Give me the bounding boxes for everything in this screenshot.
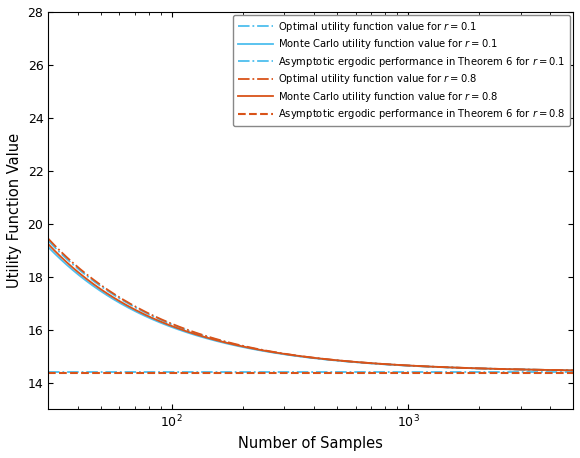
Monte Carlo utility function value for $r = 0.8$ bbox=[570, 368, 577, 373]
Optimal utility function value for $r = 0.8$ bbox=[395, 362, 402, 368]
Optimal utility function value for $r = 0.8$ bbox=[440, 365, 447, 370]
Optimal utility function value for $r = 0.1$ bbox=[45, 238, 52, 243]
Legend: Optimal utility function value for $r = 0.1$, Monte Carlo utility function value: Optimal utility function value for $r = … bbox=[233, 15, 570, 126]
Line: Monte Carlo utility function value for $r = 0.1$: Monte Carlo utility function value for $… bbox=[48, 247, 573, 371]
Monte Carlo utility function value for $r = 0.1$ bbox=[440, 365, 447, 370]
Monte Carlo utility function value for $r = 0.1$ bbox=[180, 328, 187, 334]
Monte Carlo utility function value for $r = 0.1$ bbox=[45, 244, 52, 250]
Monte Carlo utility function value for $r = 0.1$ bbox=[395, 362, 402, 368]
Monte Carlo utility function value for $r = 0.8$ bbox=[354, 360, 361, 365]
Monte Carlo utility function value for $r = 0.8$ bbox=[440, 365, 447, 370]
Optimal utility function value for $r = 0.1$ bbox=[354, 360, 361, 365]
X-axis label: Number of Samples: Number of Samples bbox=[238, 436, 383, 451]
Optimal utility function value for $r = 0.8$ bbox=[282, 351, 289, 357]
Monte Carlo utility function value for $r = 0.1$ bbox=[282, 352, 289, 357]
Optimal utility function value for $r = 0.8$ bbox=[570, 368, 577, 373]
Monte Carlo utility function value for $r = 0.8$ bbox=[180, 327, 187, 333]
Monte Carlo utility function value for $r = 0.8$ bbox=[282, 351, 289, 357]
Optimal utility function value for $r = 0.1$ bbox=[570, 368, 577, 373]
Optimal utility function value for $r = 0.8$ bbox=[45, 236, 52, 241]
Optimal utility function value for $r = 0.1$ bbox=[395, 362, 402, 368]
Monte Carlo utility function value for $r = 0.8$ bbox=[137, 310, 144, 316]
Monte Carlo utility function value for $r = 0.1$ bbox=[354, 360, 361, 365]
Optimal utility function value for $r = 0.1$ bbox=[282, 352, 289, 357]
Optimal utility function value for $r = 0.8$ bbox=[137, 307, 144, 312]
Monte Carlo utility function value for $r = 0.8$ bbox=[45, 241, 52, 247]
Line: Optimal utility function value for $r = 0.1$: Optimal utility function value for $r = … bbox=[48, 240, 573, 371]
Line: Monte Carlo utility function value for $r = 0.8$: Monte Carlo utility function value for $… bbox=[48, 244, 573, 371]
Monte Carlo utility function value for $r = 0.1$ bbox=[137, 311, 144, 317]
Monte Carlo utility function value for $r = 0.8$ bbox=[395, 362, 402, 368]
Optimal utility function value for $r = 0.8$ bbox=[354, 360, 361, 365]
Y-axis label: Utility Function Value: Utility Function Value bbox=[7, 133, 22, 288]
Optimal utility function value for $r = 0.1$ bbox=[180, 326, 187, 332]
Optimal utility function value for $r = 0.1$ bbox=[137, 308, 144, 313]
Monte Carlo utility function value for $r = 0.1$ bbox=[570, 368, 577, 373]
Optimal utility function value for $r = 0.8$ bbox=[180, 326, 187, 331]
Optimal utility function value for $r = 0.1$ bbox=[440, 365, 447, 370]
Line: Optimal utility function value for $r = 0.8$: Optimal utility function value for $r = … bbox=[48, 239, 573, 371]
